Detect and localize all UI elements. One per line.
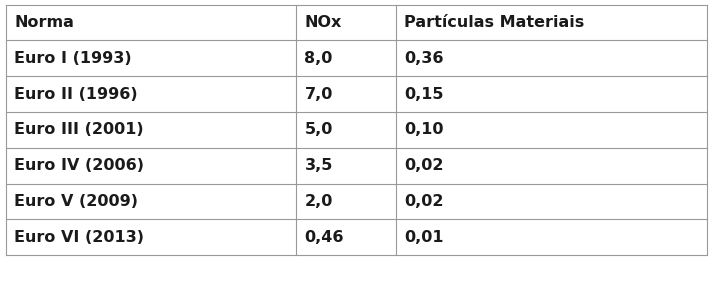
Text: 5,0: 5,0 <box>304 122 333 137</box>
Text: Euro I (1993): Euro I (1993) <box>14 51 132 66</box>
Text: 7,0: 7,0 <box>304 87 333 102</box>
Text: Partículas Materiais: Partículas Materiais <box>404 15 585 30</box>
Text: 0,46: 0,46 <box>304 230 344 245</box>
Text: Euro III (2001): Euro III (2001) <box>14 122 144 137</box>
Text: 3,5: 3,5 <box>304 158 333 173</box>
Text: Euro IV (2006): Euro IV (2006) <box>14 158 144 173</box>
Text: 8,0: 8,0 <box>304 51 333 66</box>
Text: 0,36: 0,36 <box>404 51 443 66</box>
Text: 0,15: 0,15 <box>404 87 443 102</box>
Text: Euro V (2009): Euro V (2009) <box>14 194 138 209</box>
Text: 2,0: 2,0 <box>304 194 333 209</box>
Text: 0,01: 0,01 <box>404 230 443 245</box>
Text: 0,10: 0,10 <box>404 122 443 137</box>
Text: 0,02: 0,02 <box>404 194 443 209</box>
Text: Norma: Norma <box>14 15 74 30</box>
Text: Euro II (1996): Euro II (1996) <box>14 87 138 102</box>
Text: 0,02: 0,02 <box>404 158 443 173</box>
Text: Euro VI (2013): Euro VI (2013) <box>14 230 144 245</box>
Text: NOx: NOx <box>304 15 342 30</box>
